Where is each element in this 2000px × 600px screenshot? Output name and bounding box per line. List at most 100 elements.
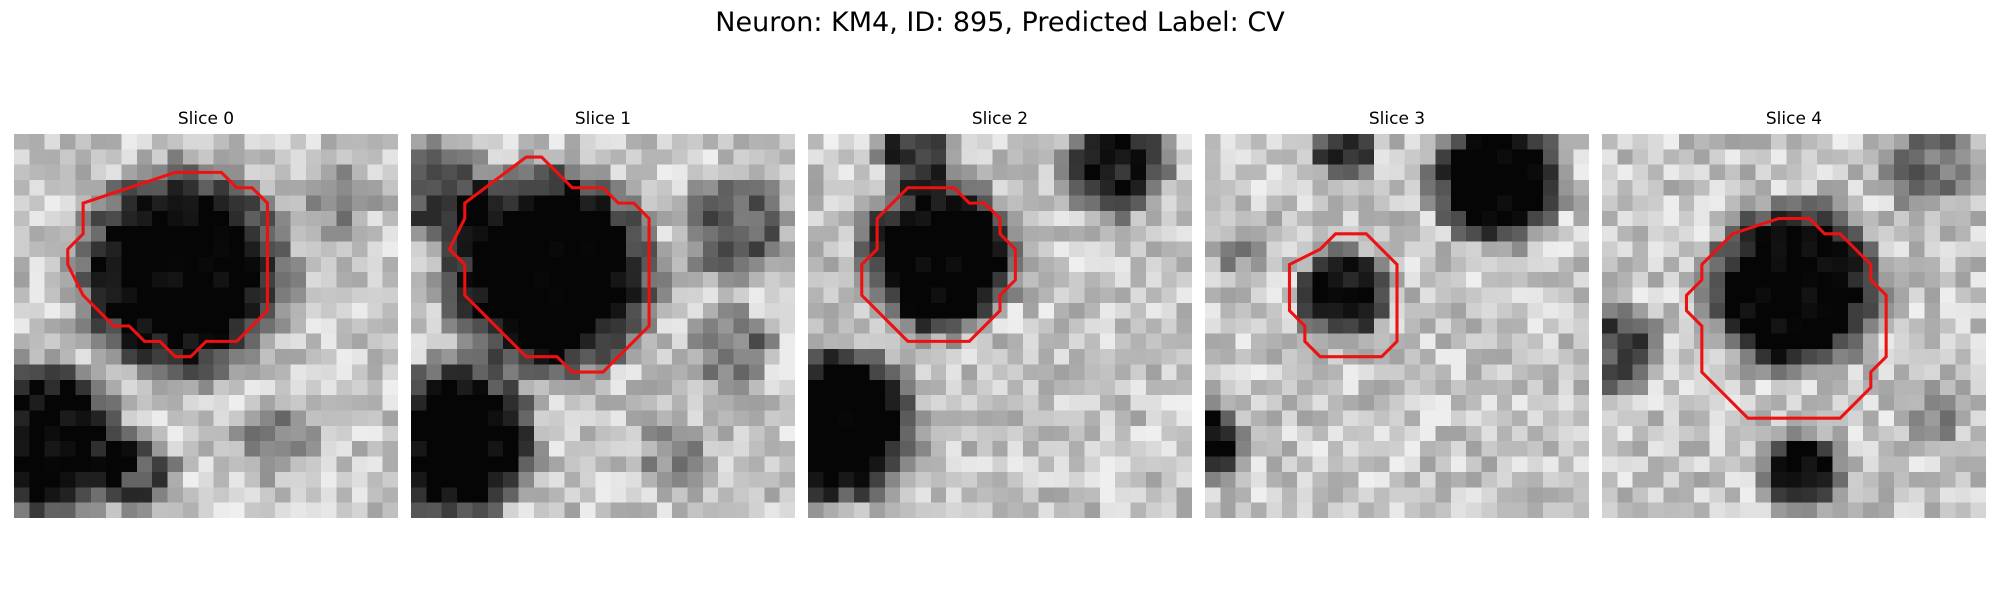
pixel <box>1420 471 1436 488</box>
pixel <box>367 441 383 457</box>
pixel <box>503 256 519 273</box>
pixel <box>992 487 1008 503</box>
pixel <box>595 302 611 319</box>
pixel <box>641 364 658 381</box>
pixel <box>1863 241 1879 258</box>
pixel <box>1939 395 1956 411</box>
pixel <box>275 471 291 488</box>
pixel <box>90 425 107 442</box>
pixel <box>779 379 795 396</box>
pixel <box>1817 241 1833 258</box>
pixel <box>275 487 291 503</box>
pixel <box>672 349 688 365</box>
pixel <box>1069 379 1085 396</box>
pixel <box>441 487 458 503</box>
pixel <box>1724 487 1741 503</box>
pixel <box>1512 241 1528 258</box>
pixel <box>779 256 795 273</box>
pixel <box>167 502 184 518</box>
pixel <box>382 487 398 503</box>
pixel <box>838 149 855 166</box>
pixel <box>779 410 795 427</box>
pixel <box>1327 333 1344 350</box>
pixel <box>946 226 962 242</box>
pixel <box>1863 318 1879 334</box>
pixel <box>1327 502 1344 518</box>
pixel <box>167 364 184 381</box>
pixel <box>1496 349 1513 365</box>
pixel <box>1312 441 1329 457</box>
pixel <box>869 318 886 334</box>
pixel <box>1084 410 1101 427</box>
pixel <box>1466 333 1482 350</box>
pixel <box>1558 349 1574 365</box>
pixel <box>1481 134 1498 150</box>
pixel <box>915 134 932 150</box>
pixel <box>1955 487 1971 503</box>
pixel <box>718 149 734 166</box>
pixel <box>1007 149 1024 166</box>
pixel <box>121 302 138 319</box>
pixel <box>244 333 261 350</box>
pixel <box>1893 272 1910 288</box>
pixel <box>1801 364 1818 381</box>
pixel <box>1558 333 1574 350</box>
pixel <box>1145 349 1162 365</box>
pixel <box>1251 134 1267 150</box>
pixel <box>915 226 932 242</box>
pixel <box>533 241 550 258</box>
pixel <box>259 379 276 396</box>
pixel <box>106 210 122 227</box>
pixel <box>1724 256 1741 273</box>
pixel <box>1786 195 1802 212</box>
pixel <box>779 456 795 473</box>
pixel <box>290 456 307 473</box>
pixel <box>718 502 734 518</box>
pixel <box>1481 349 1498 365</box>
pixel <box>1084 318 1101 334</box>
pixel <box>1817 210 1833 227</box>
pixel <box>305 425 322 442</box>
pixel <box>915 302 932 319</box>
pixel <box>1617 410 1634 427</box>
pixel <box>854 441 870 457</box>
pixel <box>1130 302 1147 319</box>
pixel <box>213 410 230 427</box>
pixel <box>687 395 704 411</box>
pixel <box>1678 364 1695 381</box>
pixel <box>1924 349 1941 365</box>
pixel <box>198 425 214 442</box>
pixel <box>823 195 840 212</box>
pixel <box>869 134 886 150</box>
pixel <box>487 456 504 473</box>
pixel <box>1924 471 1941 488</box>
pixel <box>1512 164 1528 181</box>
pixel <box>244 502 261 518</box>
pixel <box>1939 318 1956 334</box>
pixel <box>1770 456 1787 473</box>
pixel <box>1801 164 1818 181</box>
pixel <box>29 349 46 365</box>
pixel <box>884 226 901 242</box>
pixel <box>672 456 688 473</box>
pixel <box>1617 134 1634 150</box>
pixel <box>1358 410 1375 427</box>
pixel <box>1466 134 1482 150</box>
pixel <box>718 195 734 212</box>
pixel <box>1358 180 1375 196</box>
pixel <box>549 226 565 242</box>
pixel <box>29 226 46 242</box>
pixel <box>426 226 443 242</box>
pixel <box>426 471 443 488</box>
pixel <box>1297 364 1313 381</box>
pixel <box>457 349 473 365</box>
pixel <box>884 456 901 473</box>
pixel <box>1235 210 1252 227</box>
pixel <box>976 487 993 503</box>
pixel <box>1832 241 1849 258</box>
pixel <box>305 256 322 273</box>
pixel <box>1404 287 1421 304</box>
pixel <box>823 134 840 150</box>
pixel <box>1358 487 1375 503</box>
pixel <box>1694 195 1710 212</box>
